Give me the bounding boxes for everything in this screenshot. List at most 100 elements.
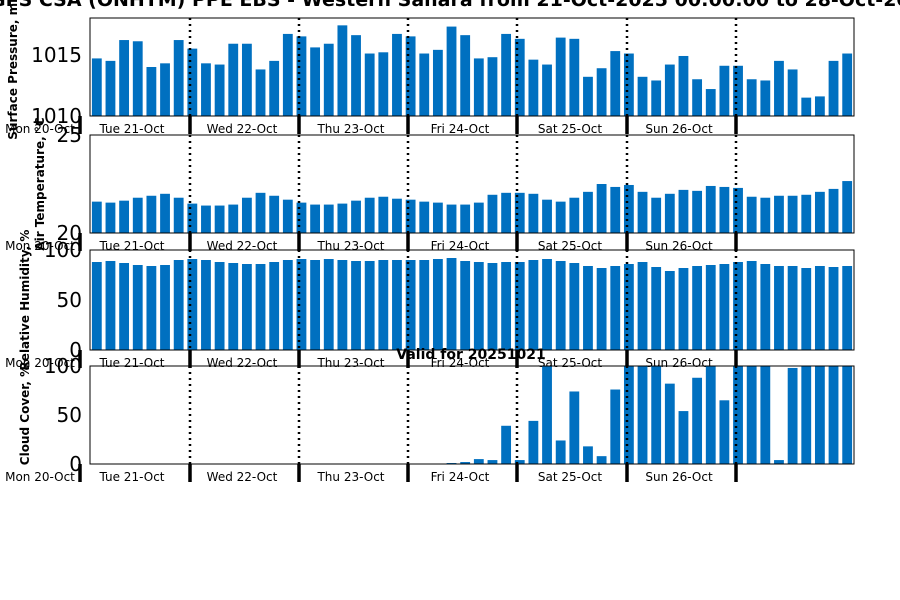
bar <box>801 97 812 117</box>
bar <box>774 60 784 117</box>
bar <box>746 196 757 233</box>
bar <box>241 43 252 117</box>
bar <box>828 366 839 464</box>
bar <box>323 259 334 350</box>
bar <box>392 33 402 116</box>
bar <box>473 58 484 116</box>
bar <box>705 366 716 464</box>
bar <box>678 189 689 233</box>
bar <box>692 377 703 464</box>
x-tick-label: Sun 26-Oct <box>645 239 713 253</box>
bar <box>569 263 580 350</box>
bar <box>651 80 662 116</box>
bar <box>487 194 498 233</box>
bar <box>501 262 512 350</box>
bar <box>160 265 170 350</box>
bar <box>719 186 730 233</box>
bar <box>187 48 198 117</box>
bar <box>528 260 539 350</box>
bar <box>664 383 675 464</box>
bar <box>692 266 703 350</box>
bar <box>282 199 293 233</box>
bar <box>774 266 784 350</box>
bar <box>337 203 348 233</box>
x-tick-label: Thu 23-Oct <box>316 239 384 253</box>
bar <box>119 40 130 116</box>
plot-frame <box>89 134 855 234</box>
bar <box>787 69 798 116</box>
bar <box>664 193 675 233</box>
bar <box>569 197 580 233</box>
bar <box>351 200 361 233</box>
bar <box>542 259 552 350</box>
bar <box>173 40 184 116</box>
bar <box>637 366 648 464</box>
bar <box>364 53 375 116</box>
y-axis-label: Surface Pressure, mb <box>6 0 20 140</box>
bar <box>296 36 307 117</box>
plot-frame <box>89 17 855 117</box>
bar <box>405 260 416 350</box>
bar <box>692 79 703 116</box>
bar <box>255 264 266 350</box>
bar <box>310 204 321 233</box>
bar <box>201 205 211 233</box>
bar <box>460 204 471 233</box>
bar <box>91 58 102 116</box>
bar <box>733 65 743 116</box>
bar <box>705 265 716 350</box>
bar <box>501 192 512 233</box>
bar <box>364 261 375 350</box>
bar <box>623 184 634 233</box>
x-tick-label: Wed 22-Oct <box>207 470 278 484</box>
y-tick-label: 0 <box>69 452 82 476</box>
bar <box>473 262 484 350</box>
bar <box>201 260 211 350</box>
bar <box>351 261 361 350</box>
bar <box>596 268 607 350</box>
bar <box>760 197 771 233</box>
bar <box>664 64 675 116</box>
bar <box>146 266 157 350</box>
bar <box>255 69 266 116</box>
x-tick-label: Wed 22-Oct <box>207 122 278 136</box>
bar <box>269 195 280 233</box>
bar <box>583 191 593 233</box>
bar <box>296 202 307 233</box>
bar <box>678 268 689 350</box>
bar <box>801 268 812 350</box>
bar <box>746 79 757 116</box>
bar <box>719 65 730 116</box>
y-tick-label: 100 <box>44 354 82 378</box>
bar <box>705 89 716 116</box>
bar <box>351 35 361 116</box>
bar <box>623 366 634 464</box>
bar <box>828 60 839 117</box>
bar <box>596 184 607 233</box>
bar <box>228 263 239 350</box>
bar <box>228 204 239 233</box>
bar <box>392 260 402 350</box>
bar <box>269 60 280 117</box>
bar <box>583 266 593 350</box>
bar <box>501 33 512 116</box>
bar <box>378 260 389 350</box>
x-tick-label: Thu 23-Oct <box>316 122 384 136</box>
bar <box>432 49 443 116</box>
bar <box>214 262 225 350</box>
bar <box>255 192 266 233</box>
bar <box>610 266 621 350</box>
bar <box>269 262 280 350</box>
bar <box>460 462 471 464</box>
x-tick-label: Sat 25-Oct <box>538 239 602 253</box>
bar <box>664 271 675 350</box>
bar <box>542 366 552 464</box>
bar <box>432 259 443 350</box>
bar <box>555 440 566 464</box>
bar <box>814 191 825 233</box>
bar <box>132 41 143 116</box>
x-tick-label: Mon 20-Oct <box>5 239 75 253</box>
bar <box>623 53 634 116</box>
bar <box>310 260 321 350</box>
bar <box>569 391 580 464</box>
